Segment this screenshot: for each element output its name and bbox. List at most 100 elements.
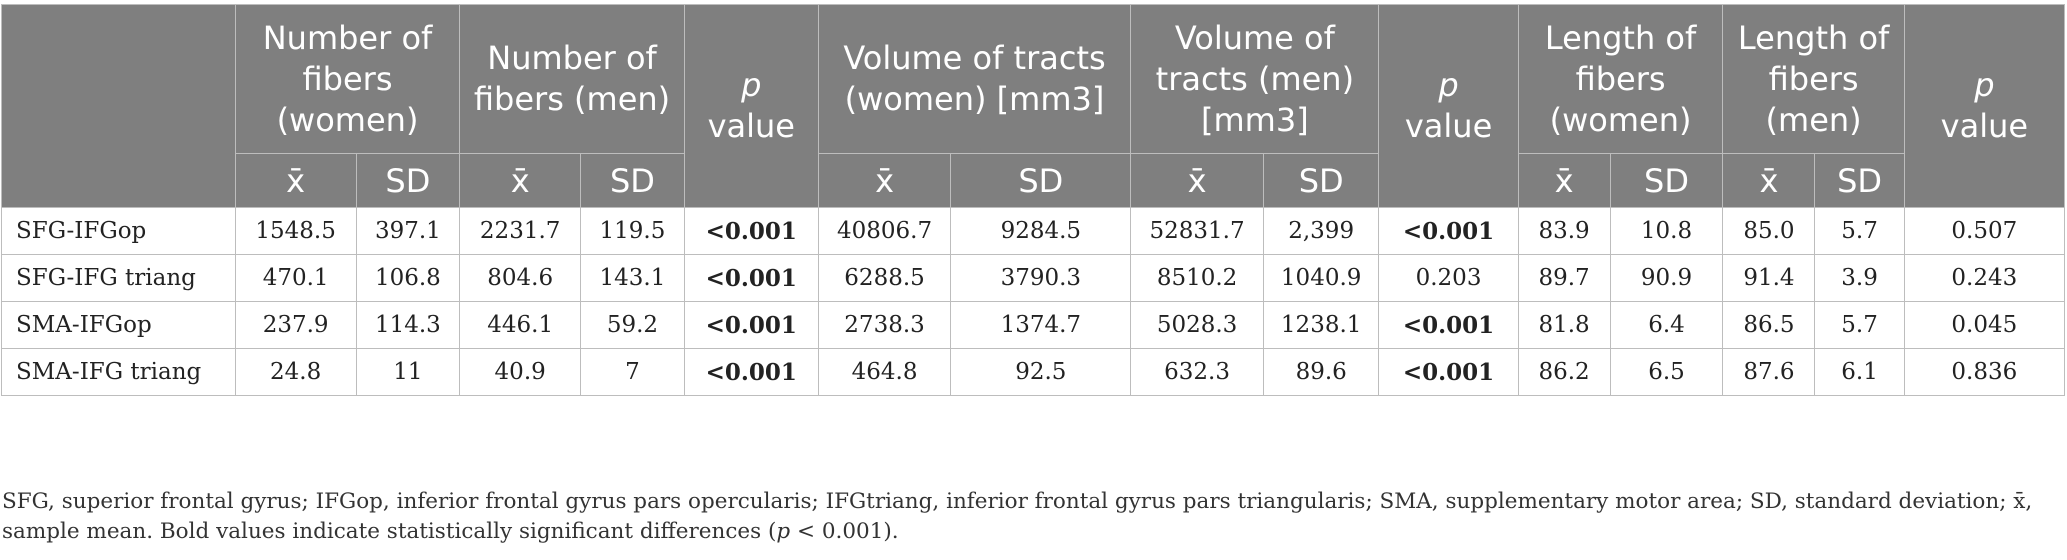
header-sd: SD (580, 153, 685, 208)
header-sd: SD (1814, 153, 1905, 208)
header-p-value-length: p value (1903, 4, 2066, 208)
table-cell: 40.9 (459, 348, 582, 396)
p-value-cell: 0.203 (1378, 254, 1519, 302)
header-row-groups: Number of fibers (women) Number of fiber… (1, 4, 2066, 208)
header-mean: x̄ (1517, 153, 1611, 208)
table-cell: 804.6 (459, 254, 582, 302)
table-cell: 464.8 (817, 348, 952, 396)
table-cell: 2738.3 (817, 301, 952, 349)
table-cell: 5028.3 (1130, 301, 1264, 349)
footnote-text-end: < 0.001). (790, 519, 899, 544)
p-letter: p (1974, 66, 1995, 104)
table-cell: 81.8 (1517, 301, 1611, 349)
results-table: Number of fibers (women) Number of fiber… (1, 4, 2066, 396)
table-cell: 52831.7 (1130, 207, 1264, 255)
table-cell: 9284.5 (950, 207, 1132, 255)
header-mean: x̄ (1722, 153, 1816, 208)
table-cell: 24.8 (234, 348, 357, 396)
table-cell: 237.9 (234, 301, 357, 349)
header-sd: SD (1609, 153, 1724, 208)
p-value-cell: <0.001 (683, 207, 819, 255)
row-label: SMA-IFG triang (1, 348, 236, 396)
p-value-cell: 0.507 (1903, 207, 2066, 255)
table-cell: 91.4 (1722, 254, 1816, 302)
p-value-cell: <0.001 (683, 348, 819, 396)
table-cell: 59.2 (580, 301, 685, 349)
table-cell: 1238.1 (1262, 301, 1380, 349)
table-cell: 92.5 (950, 348, 1132, 396)
table-cell: 5.7 (1814, 301, 1905, 349)
table-cell: 89.6 (1262, 348, 1380, 396)
table-cell: 6.1 (1814, 348, 1905, 396)
p-value-cell: 0.836 (1903, 348, 2066, 396)
header-mean: x̄ (1130, 153, 1264, 208)
table-cell: 1040.9 (1262, 254, 1380, 302)
p-value-cell: <0.001 (1378, 301, 1519, 349)
table-cell: 143.1 (580, 254, 685, 302)
table-cell: 397.1 (355, 207, 461, 255)
header-p-value-fibers: p value (683, 4, 819, 208)
header-mean: x̄ (459, 153, 582, 208)
table-cell: 470.1 (234, 254, 357, 302)
table-cell: 114.3 (355, 301, 461, 349)
p-value-cell: <0.001 (1378, 207, 1519, 255)
header-fibers-men: Number of fibers (men) (459, 4, 685, 154)
p-value-cell: <0.001 (683, 254, 819, 302)
header-row-stats: x̄ SD x̄ SD x̄ SD x̄ SD x̄ SD x̄ SD (2, 153, 2065, 208)
table-cell: 3.9 (1814, 254, 1905, 302)
header-blank-cell (1, 4, 236, 208)
table-row: SFG-IFG triang 470.1 106.8 804.6 143.1 <… (1, 254, 2066, 302)
table-cell: 632.3 (1130, 348, 1264, 396)
table-body: SFG-IFGop 1548.5 397.1 2231.7 119.5 <0.0… (1, 207, 2066, 396)
p-value-label: value (1404, 107, 1493, 145)
p-letter: p (1438, 66, 1459, 104)
table-cell: 3790.3 (950, 254, 1132, 302)
table-cell: 6.5 (1609, 348, 1724, 396)
table-cell: 6.4 (1609, 301, 1724, 349)
table-row: SMA-IFG triang 24.8 11 40.9 7 <0.001 464… (1, 348, 2066, 396)
table-footnote: SFG, superior frontal gyrus; IFGop, infe… (2, 487, 2042, 547)
header-mean: x̄ (817, 153, 952, 208)
table-cell: 85.0 (1722, 207, 1816, 255)
table-cell: 11 (355, 348, 461, 396)
table-cell: 2,399 (1262, 207, 1380, 255)
p-value-cell: 0.243 (1903, 254, 2066, 302)
row-label: SFG-IFG triang (1, 254, 236, 302)
header-mean: x̄ (234, 153, 357, 208)
header-length-women: Length of fibers (women) (1517, 4, 1724, 154)
header-sd: SD (355, 153, 461, 208)
table-cell: 119.5 (580, 207, 685, 255)
table-cell: 90.9 (1609, 254, 1724, 302)
table-row: SMA-IFGop 237.9 114.3 446.1 59.2 <0.001 … (1, 301, 2066, 349)
p-value-cell: 0.045 (1903, 301, 2066, 349)
header-sd: SD (1262, 153, 1380, 208)
table-cell: 86.2 (1517, 348, 1611, 396)
table-cell: 6288.5 (817, 254, 952, 302)
table-cell: 2231.7 (459, 207, 582, 255)
header-p-value-volume: p value (1378, 4, 1519, 208)
table-cell: 8510.2 (1130, 254, 1264, 302)
row-label: SMA-IFGop (1, 301, 236, 349)
p-value-cell: <0.001 (683, 301, 819, 349)
header-sd: SD (950, 153, 1132, 208)
table-cell: 7 (580, 348, 685, 396)
table-cell: 106.8 (355, 254, 461, 302)
row-label: SFG-IFGop (1, 207, 236, 255)
table-cell: 40806.7 (817, 207, 952, 255)
p-value-label: value (707, 107, 795, 145)
table-cell: 89.7 (1517, 254, 1611, 302)
table-header: Number of fibers (women) Number of fiber… (1, 4, 2066, 208)
table-cell: 10.8 (1609, 207, 1724, 255)
footnote-p-letter: p (776, 519, 791, 544)
table-cell: 1548.5 (234, 207, 357, 255)
header-volume-women: Volume of tracts (women) [mm3] (817, 4, 1132, 154)
header-volume-men: Volume of tracts (men) [mm3] (1130, 4, 1380, 154)
p-value-label: value (1940, 107, 2029, 145)
table-cell: 86.5 (1722, 301, 1816, 349)
table-cell: 83.9 (1517, 207, 1611, 255)
header-length-men: Length of fibers (men) (1722, 4, 1905, 154)
header-fibers-women: Number of fibers (women) (234, 4, 461, 154)
table-cell: 446.1 (459, 301, 582, 349)
p-letter: p (741, 66, 762, 104)
footnote-text: SFG, superior frontal gyrus; IFGop, infe… (2, 489, 2033, 544)
